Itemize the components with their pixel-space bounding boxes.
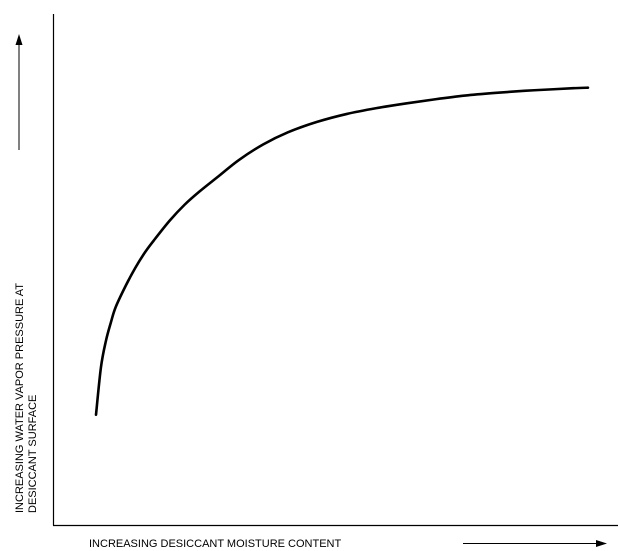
y-axis-label-line2: DESICCANT SURFACE (27, 395, 39, 513)
x-axis-label: INCREASING DESICCANT MOISTURE CONTENT (89, 538, 341, 550)
series-curve (94, 86, 590, 417)
y-axis-arrow-head (15, 34, 23, 45)
x-axis-arrow-head (596, 540, 607, 547)
y-axis-label: INCREASING WATER VAPOR PRESSURE AT DESIC… (14, 283, 39, 513)
y-axis-label-line1: INCREASING WATER VAPOR PRESSURE AT (14, 283, 26, 513)
